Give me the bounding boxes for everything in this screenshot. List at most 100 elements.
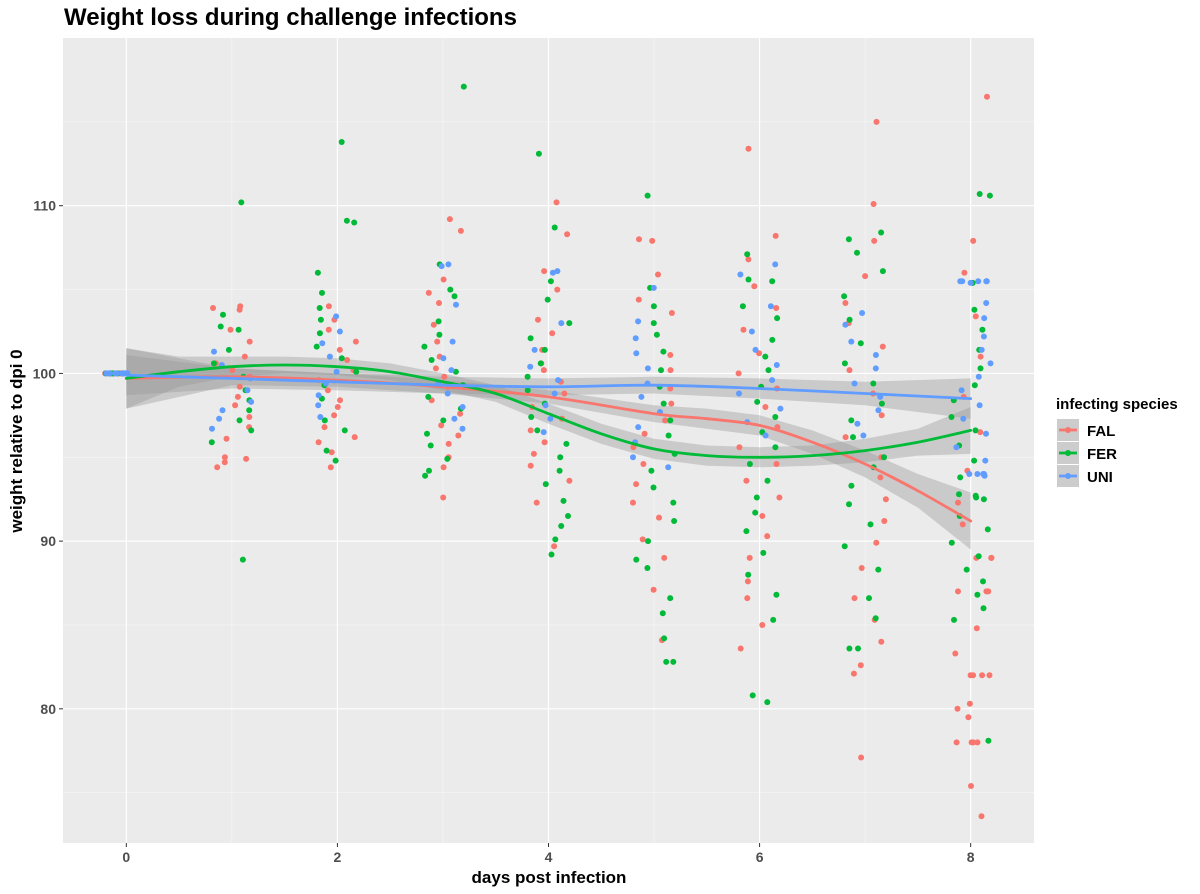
point-uni bbox=[635, 318, 642, 325]
point-fal bbox=[328, 449, 335, 456]
point-fal bbox=[210, 305, 216, 311]
point-uni bbox=[635, 424, 642, 431]
point-fal bbox=[972, 313, 979, 320]
point-fer bbox=[661, 635, 668, 642]
y-tick-label: 90 bbox=[40, 533, 56, 549]
y-tick-label: 100 bbox=[33, 365, 57, 381]
point-fal bbox=[986, 672, 993, 679]
point-fer bbox=[769, 278, 776, 285]
point-fer bbox=[846, 645, 853, 652]
point-fer bbox=[878, 400, 885, 407]
x-tick-label: 0 bbox=[122, 849, 130, 865]
point-fer bbox=[667, 595, 674, 602]
point-fer bbox=[427, 442, 434, 449]
point-fal bbox=[436, 300, 442, 306]
point-fal bbox=[241, 353, 248, 360]
point-uni bbox=[665, 464, 672, 471]
smooth-lines bbox=[124, 363, 973, 523]
point-fer bbox=[976, 191, 983, 197]
point-uni bbox=[118, 370, 125, 377]
point-uni bbox=[974, 471, 981, 477]
point-fal bbox=[640, 461, 647, 467]
smooth-line-fal bbox=[124, 375, 973, 523]
point-fer bbox=[528, 414, 535, 420]
point-fer bbox=[557, 454, 564, 461]
point-uni bbox=[630, 454, 636, 461]
point-fal bbox=[566, 477, 573, 484]
point-fal bbox=[740, 326, 747, 333]
point-fal bbox=[850, 670, 857, 677]
point-uni bbox=[551, 390, 558, 397]
point-fal bbox=[334, 404, 341, 410]
point-uni bbox=[451, 415, 458, 422]
point-uni bbox=[983, 300, 990, 306]
point-fal bbox=[445, 440, 452, 447]
point-fal bbox=[745, 145, 752, 152]
point-fer bbox=[971, 382, 978, 389]
point-fer bbox=[428, 357, 435, 363]
point-uni bbox=[848, 338, 855, 345]
point-fer bbox=[957, 474, 964, 481]
point-fal bbox=[970, 237, 977, 244]
x-tick-label: 4 bbox=[545, 849, 553, 865]
point-fer bbox=[556, 467, 563, 474]
point-fer bbox=[225, 346, 232, 353]
point-fal bbox=[243, 455, 250, 462]
point-fal bbox=[858, 565, 865, 571]
point-fer bbox=[319, 289, 325, 296]
point-uni bbox=[960, 415, 967, 422]
point-fer bbox=[744, 251, 751, 258]
point-uni bbox=[752, 346, 759, 353]
point-fal bbox=[879, 343, 886, 350]
point-fal bbox=[759, 622, 766, 628]
point-uni bbox=[248, 398, 255, 405]
point-fer bbox=[963, 566, 970, 573]
point-fer bbox=[986, 192, 993, 199]
point-fal bbox=[325, 303, 332, 310]
point-fal bbox=[649, 237, 656, 244]
smooth-line-uni bbox=[124, 373, 973, 400]
point-fer bbox=[762, 353, 769, 360]
point-fal bbox=[352, 338, 359, 345]
point-uni bbox=[976, 402, 983, 409]
point-fer bbox=[670, 499, 677, 506]
point-fer bbox=[772, 444, 779, 451]
point-fal bbox=[425, 289, 432, 296]
point-fer bbox=[881, 454, 887, 461]
point-uni bbox=[558, 320, 565, 327]
point-uni bbox=[983, 430, 989, 437]
point-fal bbox=[541, 268, 548, 275]
point-fer bbox=[338, 355, 345, 362]
point-uni bbox=[957, 278, 964, 285]
point-fal bbox=[952, 650, 959, 657]
point-uni bbox=[872, 352, 879, 358]
point-fer bbox=[208, 439, 215, 446]
point-fer bbox=[239, 556, 246, 563]
point-fer bbox=[236, 417, 243, 424]
point-fer bbox=[667, 417, 674, 424]
point-uni bbox=[966, 471, 973, 477]
point-fal bbox=[633, 481, 640, 488]
point-uni bbox=[967, 279, 974, 286]
point-fer bbox=[745, 571, 752, 578]
point-uni bbox=[638, 393, 645, 400]
point-fer bbox=[422, 472, 429, 479]
point-fal bbox=[851, 595, 858, 602]
point-fal bbox=[973, 625, 980, 632]
point-fal bbox=[229, 367, 236, 374]
point-fer bbox=[975, 553, 982, 560]
point-fal bbox=[776, 494, 783, 501]
point-fer bbox=[879, 268, 886, 275]
point-uni bbox=[981, 315, 988, 322]
point-fal bbox=[773, 461, 780, 467]
point-fal bbox=[553, 199, 560, 206]
point-fal bbox=[974, 739, 981, 746]
point-fal bbox=[630, 499, 636, 506]
point-fer bbox=[313, 343, 320, 350]
smooth-line-fer bbox=[124, 363, 973, 459]
point-fal bbox=[870, 201, 877, 207]
point-uni bbox=[211, 348, 217, 355]
point-fal bbox=[953, 739, 960, 746]
point-fer bbox=[948, 539, 955, 546]
point-fal bbox=[315, 439, 322, 446]
